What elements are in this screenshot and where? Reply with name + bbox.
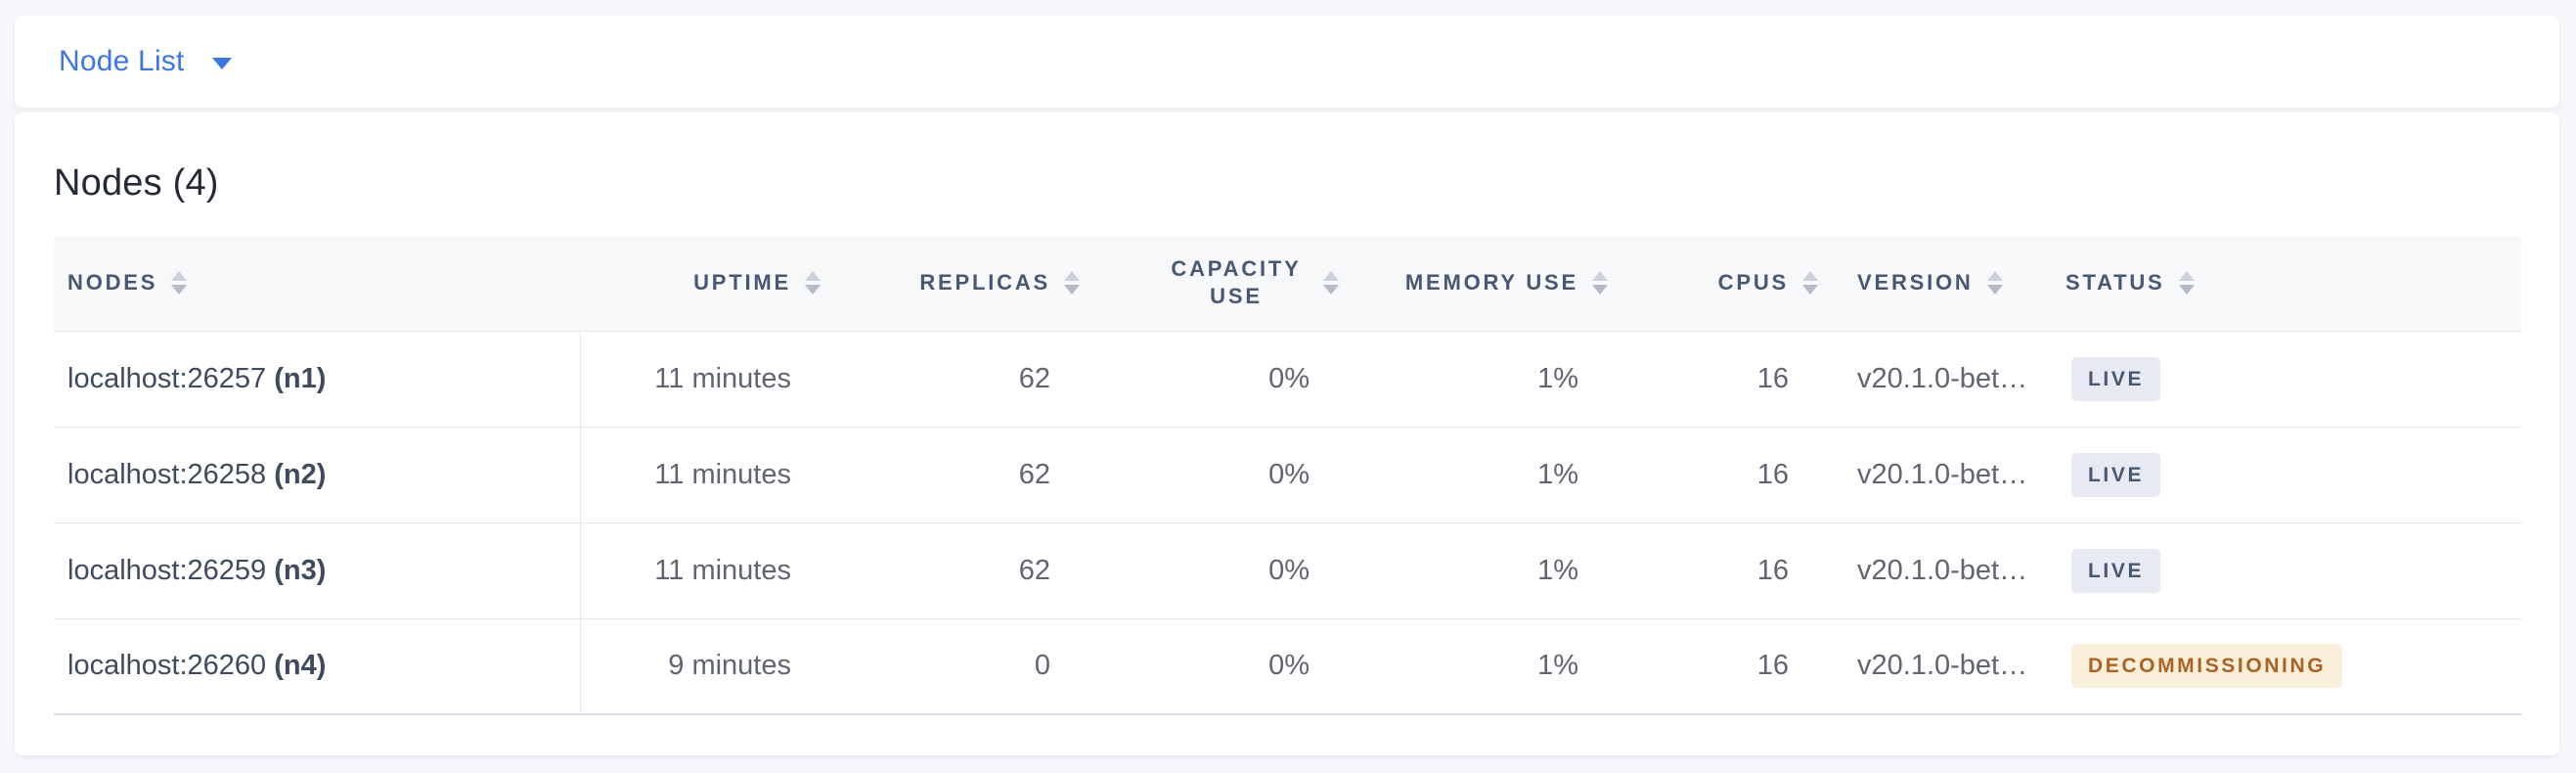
cell-cpus: 16: [1616, 331, 1826, 428]
cell-capacity_use: 0%: [1088, 331, 1347, 428]
cell-version: v20.1.0-bet…: [1826, 523, 2056, 619]
cell-memory_use: 1%: [1347, 427, 1616, 523]
cell-capacity_use: 0%: [1088, 427, 1347, 523]
sort-down-arrow-icon: [1986, 285, 2003, 296]
node-address: localhost:26259: [67, 554, 275, 586]
caret-down-icon: [211, 57, 232, 69]
node-list-dropdown-label: Node List: [59, 45, 185, 77]
cell-uptime: 11 minutes: [580, 523, 828, 619]
column-label-replicas: REPLICAS: [919, 270, 1050, 296]
sort-up-arrow-icon: [1802, 271, 1818, 282]
cell-nodes: localhost:26257 (n1): [54, 331, 581, 428]
sort-up-arrow-icon: [1323, 271, 1339, 282]
table-row[interactable]: localhost:26257 (n1) 11 minutes 62 0% 1% 16 v2…: [54, 331, 2521, 428]
cell-status: LIVE: [2056, 523, 2521, 619]
sort-up-arrow-icon: [1986, 271, 2003, 282]
column-header-version[interactable]: VERSION: [1826, 236, 2056, 331]
node-id: (n3): [274, 554, 327, 586]
cell-uptime: 9 minutes: [580, 618, 828, 715]
table-row[interactable]: localhost:26260 (n4) 9 minutes 0 0% 1% 16 v20.…: [54, 618, 2521, 715]
node-id: (n1): [274, 362, 327, 394]
column-header-nodes[interactable]: NODES: [54, 236, 580, 331]
cell-memory_use: 1%: [1347, 523, 1616, 619]
sort-up-arrow-icon: [1592, 271, 1608, 282]
column-header-uptime[interactable]: UPTIME: [580, 236, 828, 331]
cell-capacity_use: 0%: [1088, 523, 1347, 619]
sort-arrows-icon[interactable]: [2178, 271, 2195, 296]
cell-replicas: 62: [828, 427, 1088, 523]
cell-capacity_use: 0%: [1088, 618, 1347, 715]
view-selector-bar: Node List: [15, 16, 2559, 108]
sort-arrows-icon[interactable]: [1986, 271, 2003, 296]
sort-down-arrow-icon: [805, 285, 821, 296]
column-header-memory_use[interactable]: MEMORY USE: [1347, 236, 1616, 331]
sort-arrows-icon[interactable]: [1802, 271, 1818, 296]
sort-down-arrow-icon: [1323, 285, 1339, 296]
status-badge: LIVE: [2071, 356, 2161, 401]
node-address: localhost:26257: [67, 362, 275, 394]
column-header-cpus[interactable]: CPUS: [1616, 236, 1826, 331]
node-address: localhost:26258: [67, 458, 275, 490]
status-badge: DECOMMISSIONING: [2071, 644, 2343, 689]
table-body: localhost:26257 (n1) 11 minutes 62 0% 1% 16 v2…: [54, 331, 2521, 715]
cell-version: v20.1.0-bet…: [1826, 618, 2056, 715]
sort-down-arrow-icon: [1592, 285, 1608, 296]
sort-arrows-icon[interactable]: [805, 271, 821, 296]
column-label-status: STATUS: [2065, 270, 2165, 296]
cell-nodes: localhost:26258 (n2): [54, 427, 581, 523]
status-badge: LIVE: [2071, 548, 2161, 593]
column-label-cpus: CPUS: [1717, 270, 1789, 296]
sort-arrows-icon[interactable]: [1323, 271, 1339, 296]
sort-up-arrow-icon: [805, 271, 821, 282]
sort-down-arrow-icon: [1802, 285, 1818, 296]
cell-cpus: 16: [1616, 618, 1826, 715]
node-address: localhost:26260: [67, 650, 275, 682]
sort-down-arrow-icon: [171, 285, 188, 296]
cell-memory_use: 1%: [1347, 331, 1616, 428]
column-label-version: VERSION: [1857, 270, 1974, 296]
cell-replicas: 62: [828, 331, 1088, 428]
cell-cpus: 16: [1616, 427, 1826, 523]
sort-up-arrow-icon: [1064, 271, 1080, 282]
node-id: (n2): [274, 458, 327, 490]
sort-up-arrow-icon: [2178, 271, 2195, 282]
sort-up-arrow-icon: [171, 271, 188, 282]
sort-down-arrow-icon: [1064, 285, 1080, 296]
cell-version: v20.1.0-bet…: [1826, 331, 2056, 428]
column-label-capacity_use: CAPACITY USE: [1171, 256, 1302, 309]
table-header: NODES UPTIME REPLICAS CAPACITY USE MEMORY US…: [54, 236, 2521, 331]
cell-cpus: 16: [1616, 523, 1826, 619]
nodes-table: NODES UPTIME REPLICAS CAPACITY USE MEMORY US…: [54, 236, 2521, 715]
table-row[interactable]: localhost:26258 (n2) 11 minutes 62 0% 1% 16 v2…: [54, 427, 2521, 523]
cell-status: LIVE: [2056, 331, 2521, 428]
cell-nodes: localhost:26260 (n4): [54, 618, 581, 715]
cell-replicas: 0: [828, 618, 1088, 715]
cell-uptime: 11 minutes: [580, 427, 828, 523]
cell-status: LIVE: [2056, 427, 2521, 523]
column-label-uptime: UPTIME: [693, 270, 791, 296]
table-header-row: NODES UPTIME REPLICAS CAPACITY USE MEMORY US…: [54, 236, 2521, 331]
column-label-nodes: NODES: [67, 270, 158, 296]
column-header-replicas[interactable]: REPLICAS: [828, 236, 1088, 331]
page-title: Nodes (4): [54, 162, 219, 204]
cell-replicas: 62: [828, 523, 1088, 619]
column-label-memory_use: MEMORY USE: [1404, 270, 1578, 296]
nodes-card: Nodes (4) NODES UPTIME REPLICAS CAPACITY US…: [15, 113, 2559, 755]
sort-arrows-icon[interactable]: [1064, 271, 1080, 296]
node-id: (n4): [274, 650, 327, 682]
cell-nodes: localhost:26259 (n3): [54, 523, 581, 619]
status-badge: LIVE: [2071, 452, 2161, 497]
cell-status: DECOMMISSIONING: [2056, 618, 2521, 715]
cell-memory_use: 1%: [1347, 618, 1616, 715]
table-row[interactable]: localhost:26259 (n3) 11 minutes 62 0% 1% 16 v2…: [54, 523, 2521, 619]
cell-version: v20.1.0-bet…: [1826, 427, 2056, 523]
node-list-dropdown[interactable]: Node List: [59, 45, 232, 78]
sort-arrows-icon[interactable]: [171, 271, 188, 296]
sort-arrows-icon[interactable]: [1592, 271, 1608, 296]
column-header-capacity_use[interactable]: CAPACITY USE: [1088, 236, 1347, 331]
sort-down-arrow-icon: [2178, 285, 2195, 296]
cell-uptime: 11 minutes: [580, 331, 828, 428]
column-header-status[interactable]: STATUS: [2056, 236, 2521, 331]
